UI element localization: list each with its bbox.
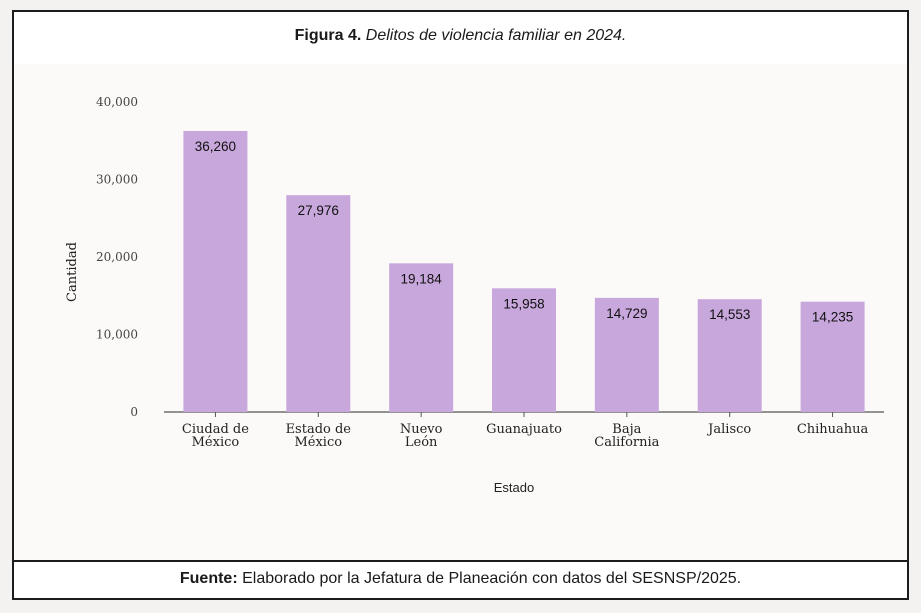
data-label: 14,729 xyxy=(606,306,647,321)
data-label: 19,184 xyxy=(400,271,442,286)
figure-label: Figura 4. xyxy=(294,27,362,44)
x-tick-label: Jalisco xyxy=(706,422,751,437)
source-text: Elaborado por la Jefatura de Planeación … xyxy=(242,570,742,587)
y-tick-label: 30,000 xyxy=(96,173,138,187)
x-tick-label: León xyxy=(405,435,438,450)
bar-3 xyxy=(389,263,454,412)
x-axis-title: Estado xyxy=(494,480,534,495)
bar-4 xyxy=(492,288,556,412)
bar-2 xyxy=(286,195,351,412)
data-label: 36,260 xyxy=(195,139,236,154)
x-tick-label: México xyxy=(294,435,342,450)
x-tick-label: California xyxy=(594,435,659,450)
data-label: 14,235 xyxy=(812,310,853,325)
y-axis-title: Cantidad xyxy=(65,242,80,302)
x-tick-label: Guanajuato xyxy=(486,422,562,437)
data-label: 14,553 xyxy=(709,307,750,322)
bar-6 xyxy=(697,299,762,412)
x-tick-label: Nuevo xyxy=(400,422,443,437)
y-tick-label: 10,000 xyxy=(96,328,138,342)
figure-caption: Figura 4. Delitos de violencia familiar … xyxy=(14,12,907,66)
figure-frame: Figura 4. Delitos de violencia familiar … xyxy=(12,10,909,600)
data-label: 27,976 xyxy=(298,203,339,218)
bar-5 xyxy=(594,297,659,412)
source-note: Fuente: Elaborado por la Jefatura de Pla… xyxy=(14,560,907,598)
x-tick-label: Estado de xyxy=(286,422,352,437)
bar-7 xyxy=(800,301,865,412)
bar-chart: 0 10,000 20,000 30,000 40,000 36,260 Ciudad de… xyxy=(65,95,884,495)
x-tick-label: Baja xyxy=(612,422,641,437)
data-label: 15,958 xyxy=(503,296,544,311)
y-tick-label: 20,000 xyxy=(96,250,138,264)
figure-title: Delitos de violencia familiar en 2024. xyxy=(365,27,627,44)
chart-panel: 0 10,000 20,000 30,000 40,000 36,260 Ciudad de… xyxy=(14,64,907,562)
x-tick-label: México xyxy=(192,435,240,450)
y-tick-label: 0 xyxy=(130,405,138,419)
x-tick-label: Chihuahua xyxy=(797,422,869,437)
x-tick-label: Ciudad de xyxy=(182,422,249,437)
bar-1 xyxy=(183,130,248,413)
y-tick-label: 40,000 xyxy=(96,95,138,109)
source-label: Fuente: xyxy=(179,570,238,587)
